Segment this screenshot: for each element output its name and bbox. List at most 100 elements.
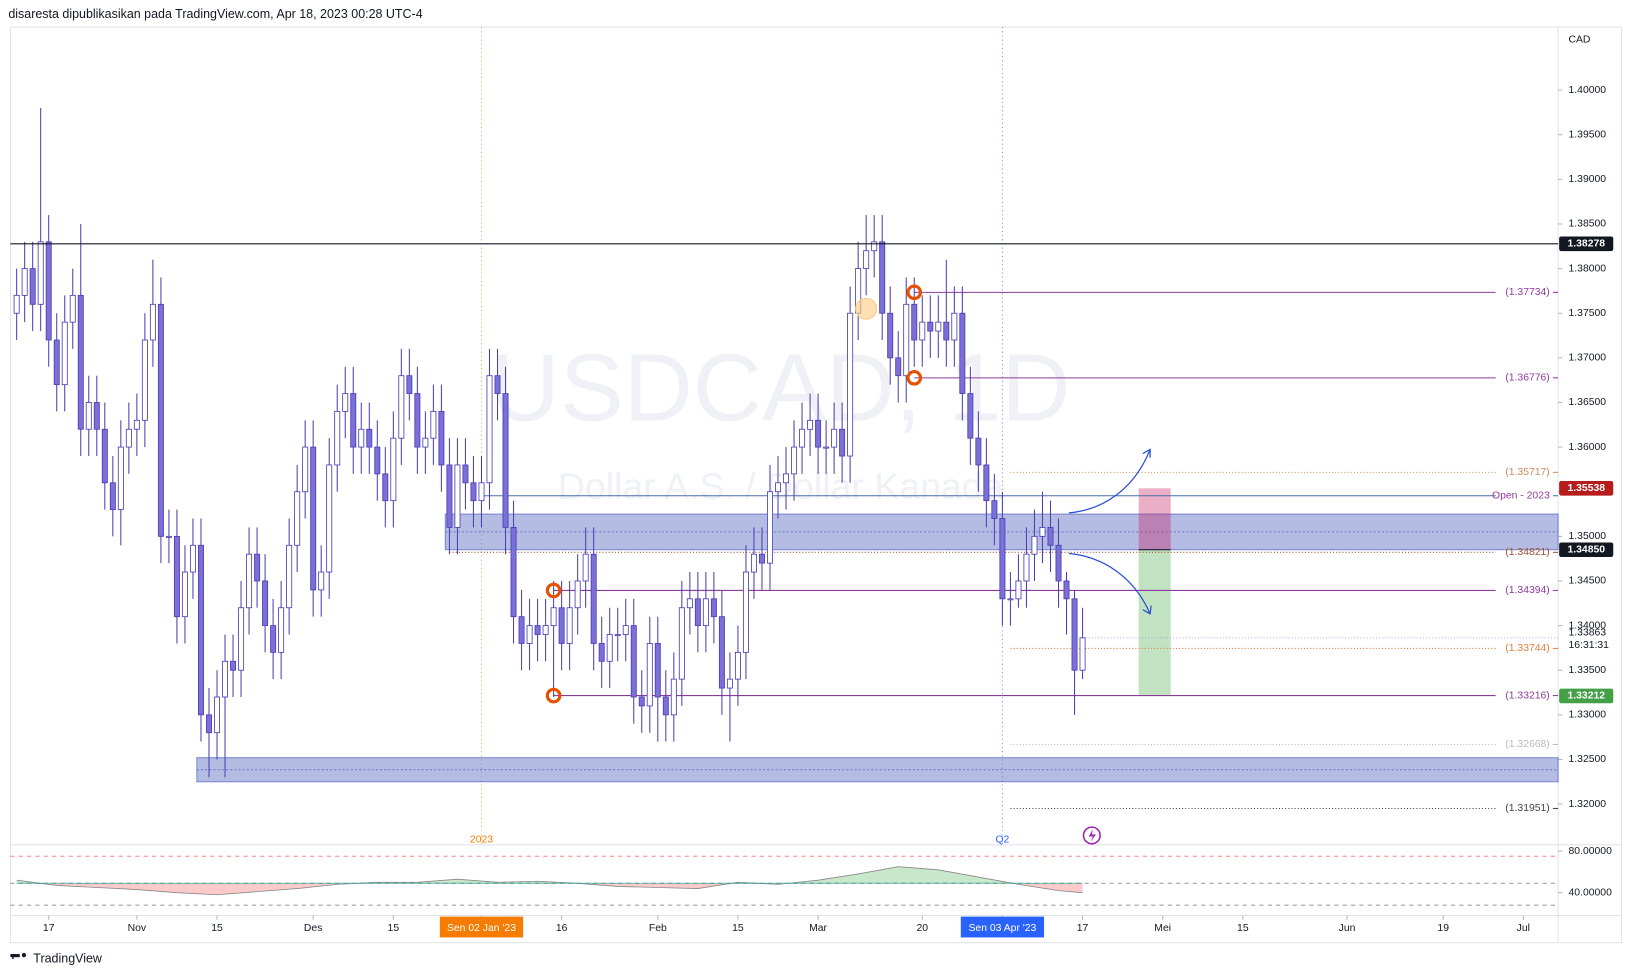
x-tick-label: Mei	[1154, 923, 1171, 934]
x-tick-label: 16	[556, 923, 568, 934]
candle-body	[710, 598, 717, 618]
candle-body	[438, 410, 445, 466]
candle-body	[45, 241, 52, 341]
indicator-fill-down	[16, 883, 1083, 895]
candle-body	[1039, 527, 1046, 537]
candle-body	[759, 553, 765, 564]
candle-body	[847, 312, 854, 457]
price-tag-label: 1.34850	[1567, 544, 1605, 555]
candle-body	[983, 464, 990, 502]
arrow-head	[1142, 448, 1151, 458]
candle-body	[494, 375, 501, 394]
logo-dot	[21, 953, 27, 958]
event-icon[interactable]	[1082, 826, 1101, 845]
candle-body	[662, 696, 669, 716]
candle-body	[871, 241, 878, 252]
level-label: (1.33744)	[1505, 643, 1549, 654]
y-tick-label: 1.33000	[1569, 710, 1607, 721]
candle-body	[935, 321, 942, 332]
candle-body	[366, 428, 373, 448]
candle-body	[198, 544, 204, 716]
candle-body	[149, 303, 156, 341]
level-label: (1.32668)	[1505, 739, 1549, 750]
arrow-down	[1068, 552, 1151, 615]
price-tag-label: 1.38278	[1567, 239, 1605, 250]
x-tick-label: Mar	[809, 923, 827, 934]
x-tick-label: 19	[1437, 923, 1449, 934]
candle-body	[470, 482, 477, 502]
candle-body	[342, 393, 349, 412]
candle-body	[510, 527, 517, 618]
candle-body	[462, 464, 469, 484]
candle-body	[783, 473, 790, 484]
candle-body	[670, 678, 677, 716]
candle-body	[133, 419, 140, 430]
y-tick-label: 1.32000	[1569, 799, 1607, 810]
candle-body	[518, 616, 525, 644]
candle-body	[694, 598, 701, 627]
candle-body	[550, 607, 557, 627]
x-tick-label: 15	[388, 923, 400, 934]
price-tag-label: 1.35538	[1567, 483, 1605, 494]
candle-body	[863, 250, 870, 270]
candle-body	[686, 598, 693, 609]
session-label: Q2	[995, 834, 1009, 845]
candle-body	[189, 544, 196, 573]
x-tick-label: 17	[1077, 923, 1089, 934]
candle-body	[262, 580, 269, 627]
candle-body	[542, 625, 549, 635]
y-tick-label: 1.37500	[1569, 308, 1607, 319]
candle-body	[1007, 598, 1014, 601]
candle-body	[93, 402, 100, 430]
candle-body	[310, 446, 317, 591]
x-tick-label: 15	[1237, 923, 1249, 934]
candle-body	[270, 625, 277, 653]
arrow-up	[1068, 449, 1151, 514]
y-tick-label: 1.40000	[1569, 85, 1607, 96]
candle-body	[101, 428, 108, 484]
candle-body	[1031, 535, 1038, 555]
logo-mark: ⁷	[10, 951, 16, 967]
candle-body	[1063, 580, 1070, 600]
y-tick-label: 1.39500	[1569, 129, 1607, 140]
candle-body	[278, 607, 285, 653]
indicator-tick-label: 80.00000	[1569, 846, 1613, 857]
candle-body	[654, 643, 661, 698]
candle-body	[791, 446, 798, 475]
candle-body	[350, 393, 357, 448]
candle-body	[775, 482, 781, 493]
candle-body	[558, 607, 565, 644]
arrow-head	[1142, 605, 1152, 615]
candle-body	[614, 634, 621, 636]
candle-body	[53, 339, 60, 386]
y-tick-label: 1.34000	[1569, 620, 1607, 631]
candle-body	[294, 491, 301, 546]
target-zone	[1138, 549, 1171, 696]
candle-body	[1047, 527, 1054, 546]
candle-body	[526, 625, 533, 644]
candle-body	[959, 312, 966, 394]
candle-body	[430, 410, 437, 439]
candle-body	[991, 500, 998, 519]
indicator-fill-up	[16, 866, 1083, 884]
y-tick-label: 1.38500	[1569, 219, 1607, 230]
candle-body	[638, 696, 645, 707]
candle-body	[125, 428, 132, 448]
candle-body	[726, 678, 733, 689]
x-tick-label: Des	[304, 923, 322, 934]
candle-body	[951, 312, 958, 341]
marker	[545, 687, 562, 704]
marker	[545, 582, 562, 599]
candle-body	[999, 518, 1006, 600]
candle-body	[903, 303, 910, 377]
candle-body	[446, 464, 453, 528]
candle-body	[630, 625, 637, 698]
plot: 1.32000 1.32500 1.33000 1.33500 1.34000 1.345…	[10, 27, 1614, 938]
x-tick-highlight	[439, 916, 524, 938]
candle-body	[69, 294, 76, 323]
candle-body	[879, 241, 886, 314]
candle-body	[286, 544, 293, 609]
candle-body	[454, 464, 461, 528]
candle-body	[919, 321, 926, 341]
